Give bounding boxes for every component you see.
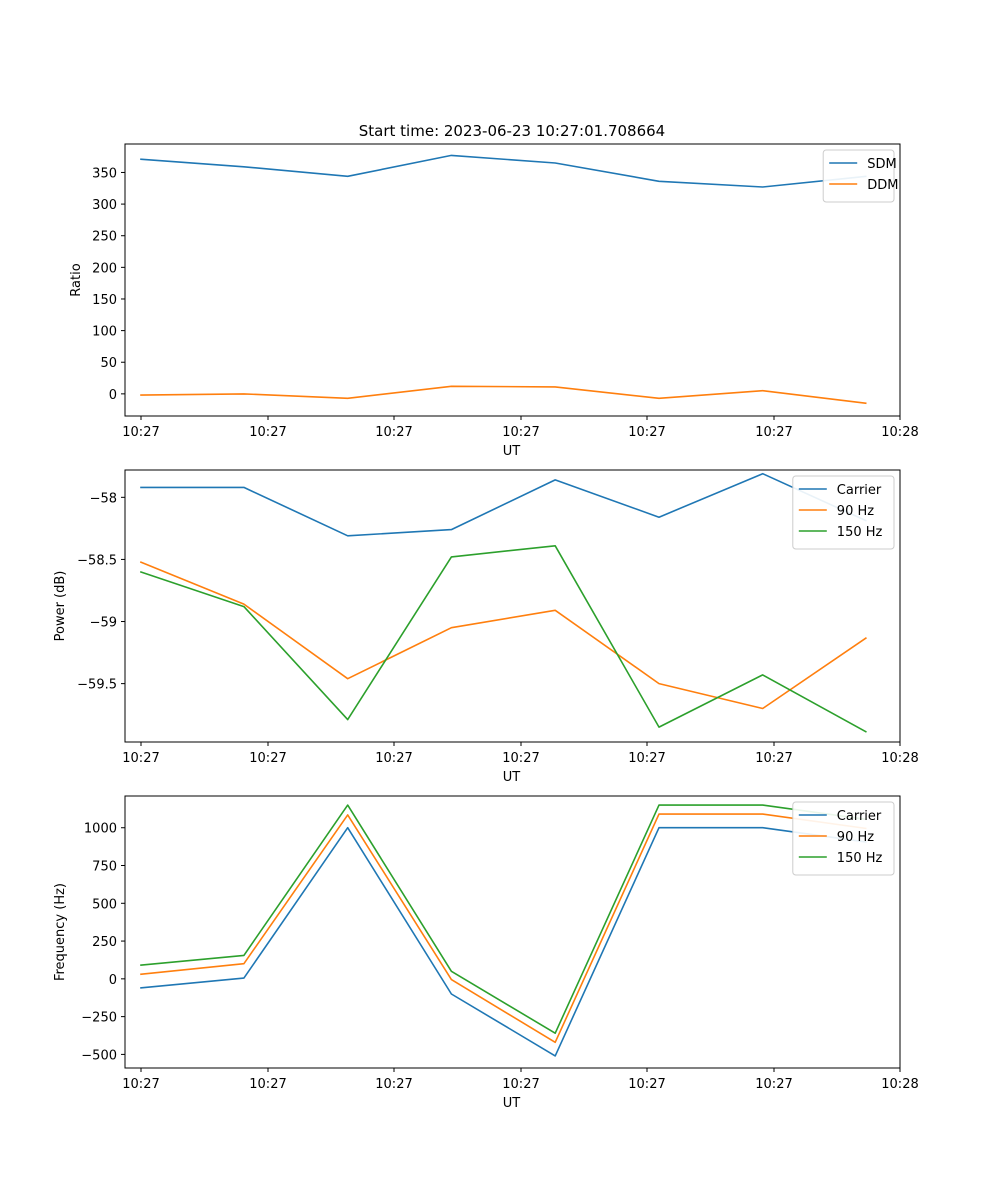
x-axis-label: UT	[503, 770, 521, 785]
y-tick-label: 100	[92, 325, 117, 340]
legend-label: 150 Hz	[837, 525, 883, 540]
axes-frame	[124, 795, 901, 1069]
subplot-2: 10:27 10:27 10:27 10:27 10:27 10:27 10:28 UT −58…	[53, 469, 919, 785]
y-tick-label: 750	[92, 860, 117, 875]
y-tick-label: −250	[81, 1011, 117, 1026]
x-tick-label: 10:27	[755, 425, 792, 440]
y-axis-label: Ratio	[69, 263, 84, 296]
x-tick-label: 10:27	[628, 425, 665, 440]
series-line-150-hz	[140, 804, 867, 1034]
legend-label: 90 Hz	[837, 830, 874, 845]
x-axis-label: UT	[503, 1096, 521, 1111]
x-tick-label: 10:27	[122, 425, 159, 440]
series-line-ddm	[140, 385, 867, 405]
series-line-carrier	[140, 472, 867, 537]
y-tick-label: 300	[92, 198, 117, 213]
legend-label: DDM	[867, 178, 898, 193]
x-tick-label: 10:27	[249, 1077, 286, 1092]
x-tick-label: 10:28	[881, 751, 918, 766]
x-tick-label: 10:28	[881, 425, 918, 440]
y-tick-label: 0	[109, 388, 117, 403]
x-tick-label: 10:27	[122, 1077, 159, 1092]
subplot-1: 10:27 10:27 10:27 10:27 10:27 10:27 10:28 UT 0 50…	[69, 143, 919, 459]
x-tick-label: 10:27	[755, 1077, 792, 1092]
axes-frame	[124, 469, 901, 743]
x-tick-label: 10:27	[375, 751, 412, 766]
legend-label: 90 Hz	[837, 504, 874, 519]
x-tick-label: 10:27	[375, 1077, 412, 1092]
series-line-90-hz	[139, 561, 867, 710]
legend-label: 150 Hz	[837, 851, 883, 866]
legend-label: Carrier	[837, 809, 882, 824]
subplot-3: 10:27 10:27 10:27 10:27 10:27 10:27 10:28 UT 100…	[53, 795, 919, 1111]
x-tick-label: 10:27	[375, 425, 412, 440]
y-tick-label: 200	[92, 261, 117, 276]
y-tick-label: −59	[90, 616, 117, 631]
x-axis-label: UT	[503, 444, 521, 459]
y-tick-label: 350	[92, 166, 117, 181]
x-tick-label: 10:27	[249, 751, 286, 766]
legend-label: Carrier	[837, 483, 882, 498]
x-tick-label: 10:27	[502, 425, 539, 440]
series-line-carrier	[140, 826, 867, 1057]
x-tick-label: 10:27	[249, 425, 286, 440]
x-tick-label: 10:28	[881, 1077, 918, 1092]
x-tick-label: 10:27	[755, 751, 792, 766]
y-tick-label: 1000	[84, 822, 117, 837]
legend: SDM DDM	[822, 149, 898, 203]
x-tick-label: 10:27	[628, 751, 665, 766]
x-tick-label: 10:27	[502, 1077, 539, 1092]
y-tick-label: −59.5	[77, 678, 117, 693]
y-tick-label: 50	[100, 356, 117, 371]
series-line-150-hz	[139, 544, 867, 733]
legend: Carrier 90 Hz 150 Hz	[792, 801, 895, 876]
y-axis-label: Power (dB)	[53, 571, 68, 642]
y-tick-label: 250	[92, 935, 117, 950]
axes-frame	[124, 143, 901, 417]
figure-title: Start time: 2023-06-23 10:27:01.708664	[359, 122, 665, 140]
y-tick-label: 150	[92, 293, 117, 308]
y-tick-label: −58	[90, 491, 117, 506]
x-tick-label: 10:27	[628, 1077, 665, 1092]
y-tick-label: −58.5	[77, 553, 117, 568]
legend-label: SDM	[867, 157, 896, 172]
x-tick-label: 10:27	[122, 751, 159, 766]
y-tick-label: 500	[92, 897, 117, 912]
y-tick-label: 250	[92, 230, 117, 245]
y-axis-label: Frequency (Hz)	[53, 883, 68, 981]
series-line-sdm	[140, 154, 867, 188]
x-tick-label: 10:27	[502, 751, 539, 766]
subplots: 10:27 10:27 10:27 10:27 10:27 10:27 10:28 UT 0 50…	[53, 143, 919, 1111]
legend: Carrier 90 Hz 150 Hz	[792, 475, 895, 550]
series-line-90-hz	[140, 813, 867, 1044]
y-tick-label: 0	[109, 973, 117, 988]
y-tick-label: −500	[81, 1048, 117, 1063]
